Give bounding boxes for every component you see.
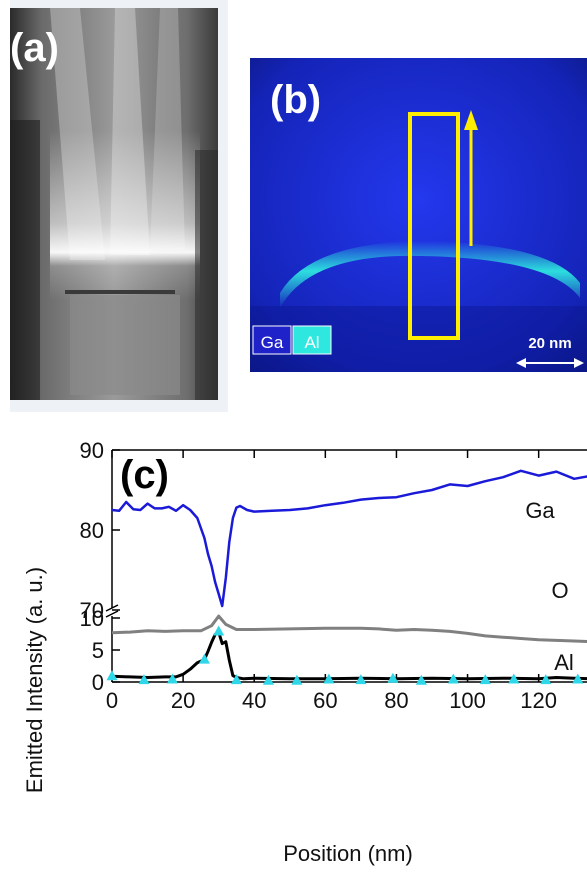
panel-b-label: (b) xyxy=(270,78,322,122)
tem-image xyxy=(10,8,218,400)
al-marker-triangle xyxy=(479,674,491,685)
al-marker-triangle xyxy=(323,673,335,684)
series-line-ga xyxy=(111,469,587,608)
edx-map-image: Ga Al 20 nm xyxy=(250,58,587,372)
x-tick-label: 40 xyxy=(242,688,266,713)
series-label-ga: Ga xyxy=(525,498,555,523)
legend-al-swatch xyxy=(292,325,332,355)
al-marker-triangle xyxy=(198,653,210,664)
series-label-al: Al xyxy=(554,650,574,675)
x-tick-label: 60 xyxy=(313,688,337,713)
upper-y-axis: 70 80 90 xyxy=(80,438,120,623)
scale-bar-right-arrow-icon xyxy=(574,358,584,368)
al-marker-triangle xyxy=(138,674,150,685)
x-tick-label: 100 xyxy=(449,688,486,713)
al-markers xyxy=(106,625,584,685)
al-marker-triangle xyxy=(166,673,178,684)
al-marker-triangle xyxy=(291,674,303,685)
al-marker-triangle xyxy=(387,672,399,683)
y-axis-title: Emitted Intensity (a. u.) xyxy=(22,567,47,793)
lower-y-axis: 0 5 10 xyxy=(80,606,120,695)
scale-bar-label: 20 nm xyxy=(528,335,571,352)
series-labels: Ga O Al xyxy=(525,498,573,675)
legend-ga-label: Ga xyxy=(261,333,284,352)
y-axis-break-mark-2 xyxy=(105,610,119,618)
series-line-al xyxy=(111,630,587,681)
y-tick-label-upper: 70 xyxy=(80,598,104,623)
al-marker-triangle xyxy=(508,673,520,684)
x-tick-label: 120 xyxy=(520,688,557,713)
series-lines xyxy=(111,469,587,681)
edx-map-panel-b: Ga Al 20 nm (b) xyxy=(250,58,587,372)
roi-rectangle xyxy=(408,112,460,340)
panel-c-label: (c) xyxy=(120,453,169,497)
y-tick-label-lower: 10 xyxy=(80,606,104,631)
al-marker-triangle xyxy=(540,674,552,685)
x-tick-label: 80 xyxy=(384,688,408,713)
al-marker-triangle xyxy=(230,674,242,685)
y-axis-break-mark-1 xyxy=(105,604,119,612)
x-tick-label: 20 xyxy=(171,688,195,713)
y-tick-label-lower: 5 xyxy=(92,638,104,663)
al-marker-triangle xyxy=(572,673,584,684)
x-axis-title: Position (nm) xyxy=(283,841,413,866)
scale-bar-left-arrow-icon xyxy=(516,358,526,368)
al-marker-triangle xyxy=(447,673,459,684)
chart-frame xyxy=(105,449,587,683)
al-marker-triangle xyxy=(415,674,427,685)
tem-image-panel-a: (a) xyxy=(10,0,228,412)
panel-a-label: (a) xyxy=(10,26,59,70)
series-label-o: O xyxy=(551,578,568,603)
x-tick-label: 0 xyxy=(106,688,118,713)
legend-ga-swatch xyxy=(252,325,292,355)
al-marker-triangle xyxy=(262,674,274,685)
al-marker-triangle xyxy=(213,625,225,636)
scan-direction-arrow-icon xyxy=(464,110,478,130)
y-tick-label-lower: 0 xyxy=(92,670,104,695)
legend-al-label: Al xyxy=(304,333,319,352)
al-band xyxy=(280,241,580,308)
x-axis: 0 20 40 60 80 100 120 xyxy=(106,450,557,713)
al-marker-triangle xyxy=(106,670,118,681)
y-tick-label-upper: 90 xyxy=(80,438,104,463)
al-marker-triangle xyxy=(355,674,367,685)
series-line-o xyxy=(111,614,587,644)
y-tick-label-upper: 80 xyxy=(80,518,104,543)
